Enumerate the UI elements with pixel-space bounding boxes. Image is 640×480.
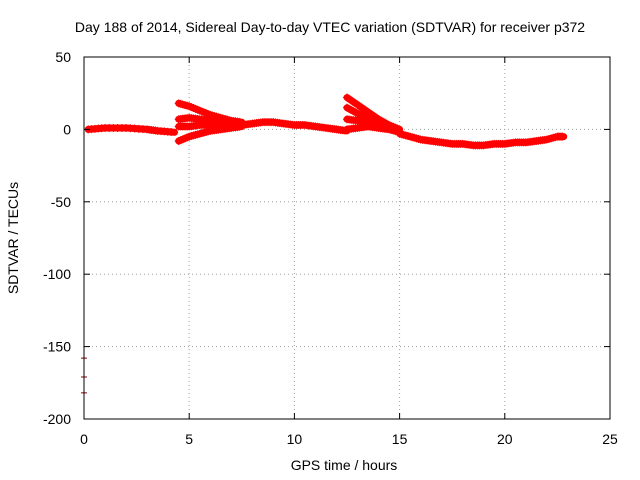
data-point bbox=[355, 102, 364, 111]
data-point bbox=[195, 106, 204, 115]
data-point bbox=[357, 103, 366, 112]
data-point bbox=[193, 130, 202, 139]
y-tick-label: -200 bbox=[43, 411, 71, 427]
data-point bbox=[401, 131, 410, 140]
data-point bbox=[189, 103, 198, 112]
x-tick-labels: 0 5 10 15 20 25 bbox=[80, 431, 618, 447]
data-point bbox=[347, 105, 356, 114]
data-point bbox=[414, 134, 423, 143]
data-point bbox=[174, 99, 183, 108]
data-point bbox=[347, 96, 356, 105]
x-tick-label: 5 bbox=[185, 431, 193, 447]
data-point bbox=[351, 108, 360, 117]
data-point bbox=[183, 101, 192, 110]
data-point bbox=[199, 108, 208, 117]
data-series bbox=[84, 93, 568, 150]
data-point bbox=[197, 107, 206, 116]
data-point bbox=[202, 128, 211, 137]
data-point bbox=[183, 133, 192, 142]
data-point bbox=[558, 132, 567, 141]
data-point bbox=[174, 136, 183, 145]
x-tick-label: 15 bbox=[392, 431, 408, 447]
data-point bbox=[387, 125, 396, 134]
data-point bbox=[195, 129, 204, 138]
y-tick-label: 50 bbox=[55, 49, 71, 65]
data-point bbox=[176, 136, 185, 145]
data-point bbox=[176, 99, 185, 108]
data-point bbox=[397, 130, 406, 139]
y-tick-label: 0 bbox=[63, 121, 71, 137]
data-point bbox=[551, 133, 560, 142]
chart-title: Day 188 of 2014, Sidereal Day-to-day VTE… bbox=[75, 19, 585, 35]
data-point bbox=[395, 129, 404, 138]
data-point bbox=[542, 135, 551, 144]
y-tick-label: -150 bbox=[43, 339, 71, 355]
data-point bbox=[353, 100, 362, 109]
x-tick-label: 20 bbox=[497, 431, 513, 447]
data-point bbox=[191, 130, 200, 139]
data-point bbox=[351, 99, 360, 108]
data-point bbox=[180, 101, 189, 110]
x-axis-label: GPS time / hours bbox=[291, 457, 398, 473]
data-point bbox=[191, 104, 200, 113]
y-axis-label: SDTVAR / TECUs bbox=[5, 182, 21, 294]
data-point bbox=[385, 125, 394, 134]
data-point bbox=[399, 130, 408, 139]
y-tick-labels: 50 0 -50 -100 -150 -200 bbox=[43, 49, 71, 427]
data-point bbox=[408, 133, 417, 142]
data-point bbox=[189, 131, 198, 140]
data-point bbox=[359, 105, 368, 114]
data-point bbox=[167, 128, 176, 137]
data-point bbox=[544, 134, 553, 143]
data-point bbox=[353, 109, 362, 118]
data-point bbox=[345, 94, 354, 103]
data-point bbox=[343, 93, 351, 102]
data-point bbox=[178, 135, 187, 144]
axis-ticks bbox=[83, 56, 611, 420]
data-point bbox=[193, 105, 202, 114]
data-point bbox=[180, 134, 189, 143]
data-point bbox=[187, 103, 196, 112]
data-point bbox=[410, 133, 419, 142]
data-point bbox=[412, 134, 421, 143]
data-point bbox=[345, 104, 354, 113]
data-point bbox=[178, 100, 187, 109]
data-point bbox=[547, 134, 556, 143]
plot-frame bbox=[83, 56, 611, 420]
data-point bbox=[549, 133, 558, 142]
x-tick-label: 25 bbox=[602, 431, 618, 447]
data-point bbox=[349, 97, 358, 106]
y-tick-label: -50 bbox=[51, 194, 71, 210]
data-point bbox=[389, 126, 398, 135]
data-point bbox=[404, 132, 413, 141]
data-point bbox=[202, 109, 211, 118]
data-point bbox=[204, 127, 213, 136]
data-point bbox=[185, 102, 194, 111]
data-point bbox=[406, 132, 415, 141]
x-tick-label: 0 bbox=[80, 431, 88, 447]
data-point bbox=[343, 103, 351, 112]
data-point bbox=[187, 132, 196, 141]
x-tick-label: 10 bbox=[287, 431, 303, 447]
y-tick-label: -100 bbox=[43, 266, 71, 282]
data-point bbox=[349, 107, 358, 116]
data-point bbox=[185, 132, 194, 141]
data-point bbox=[199, 128, 208, 137]
data-point bbox=[197, 129, 206, 138]
